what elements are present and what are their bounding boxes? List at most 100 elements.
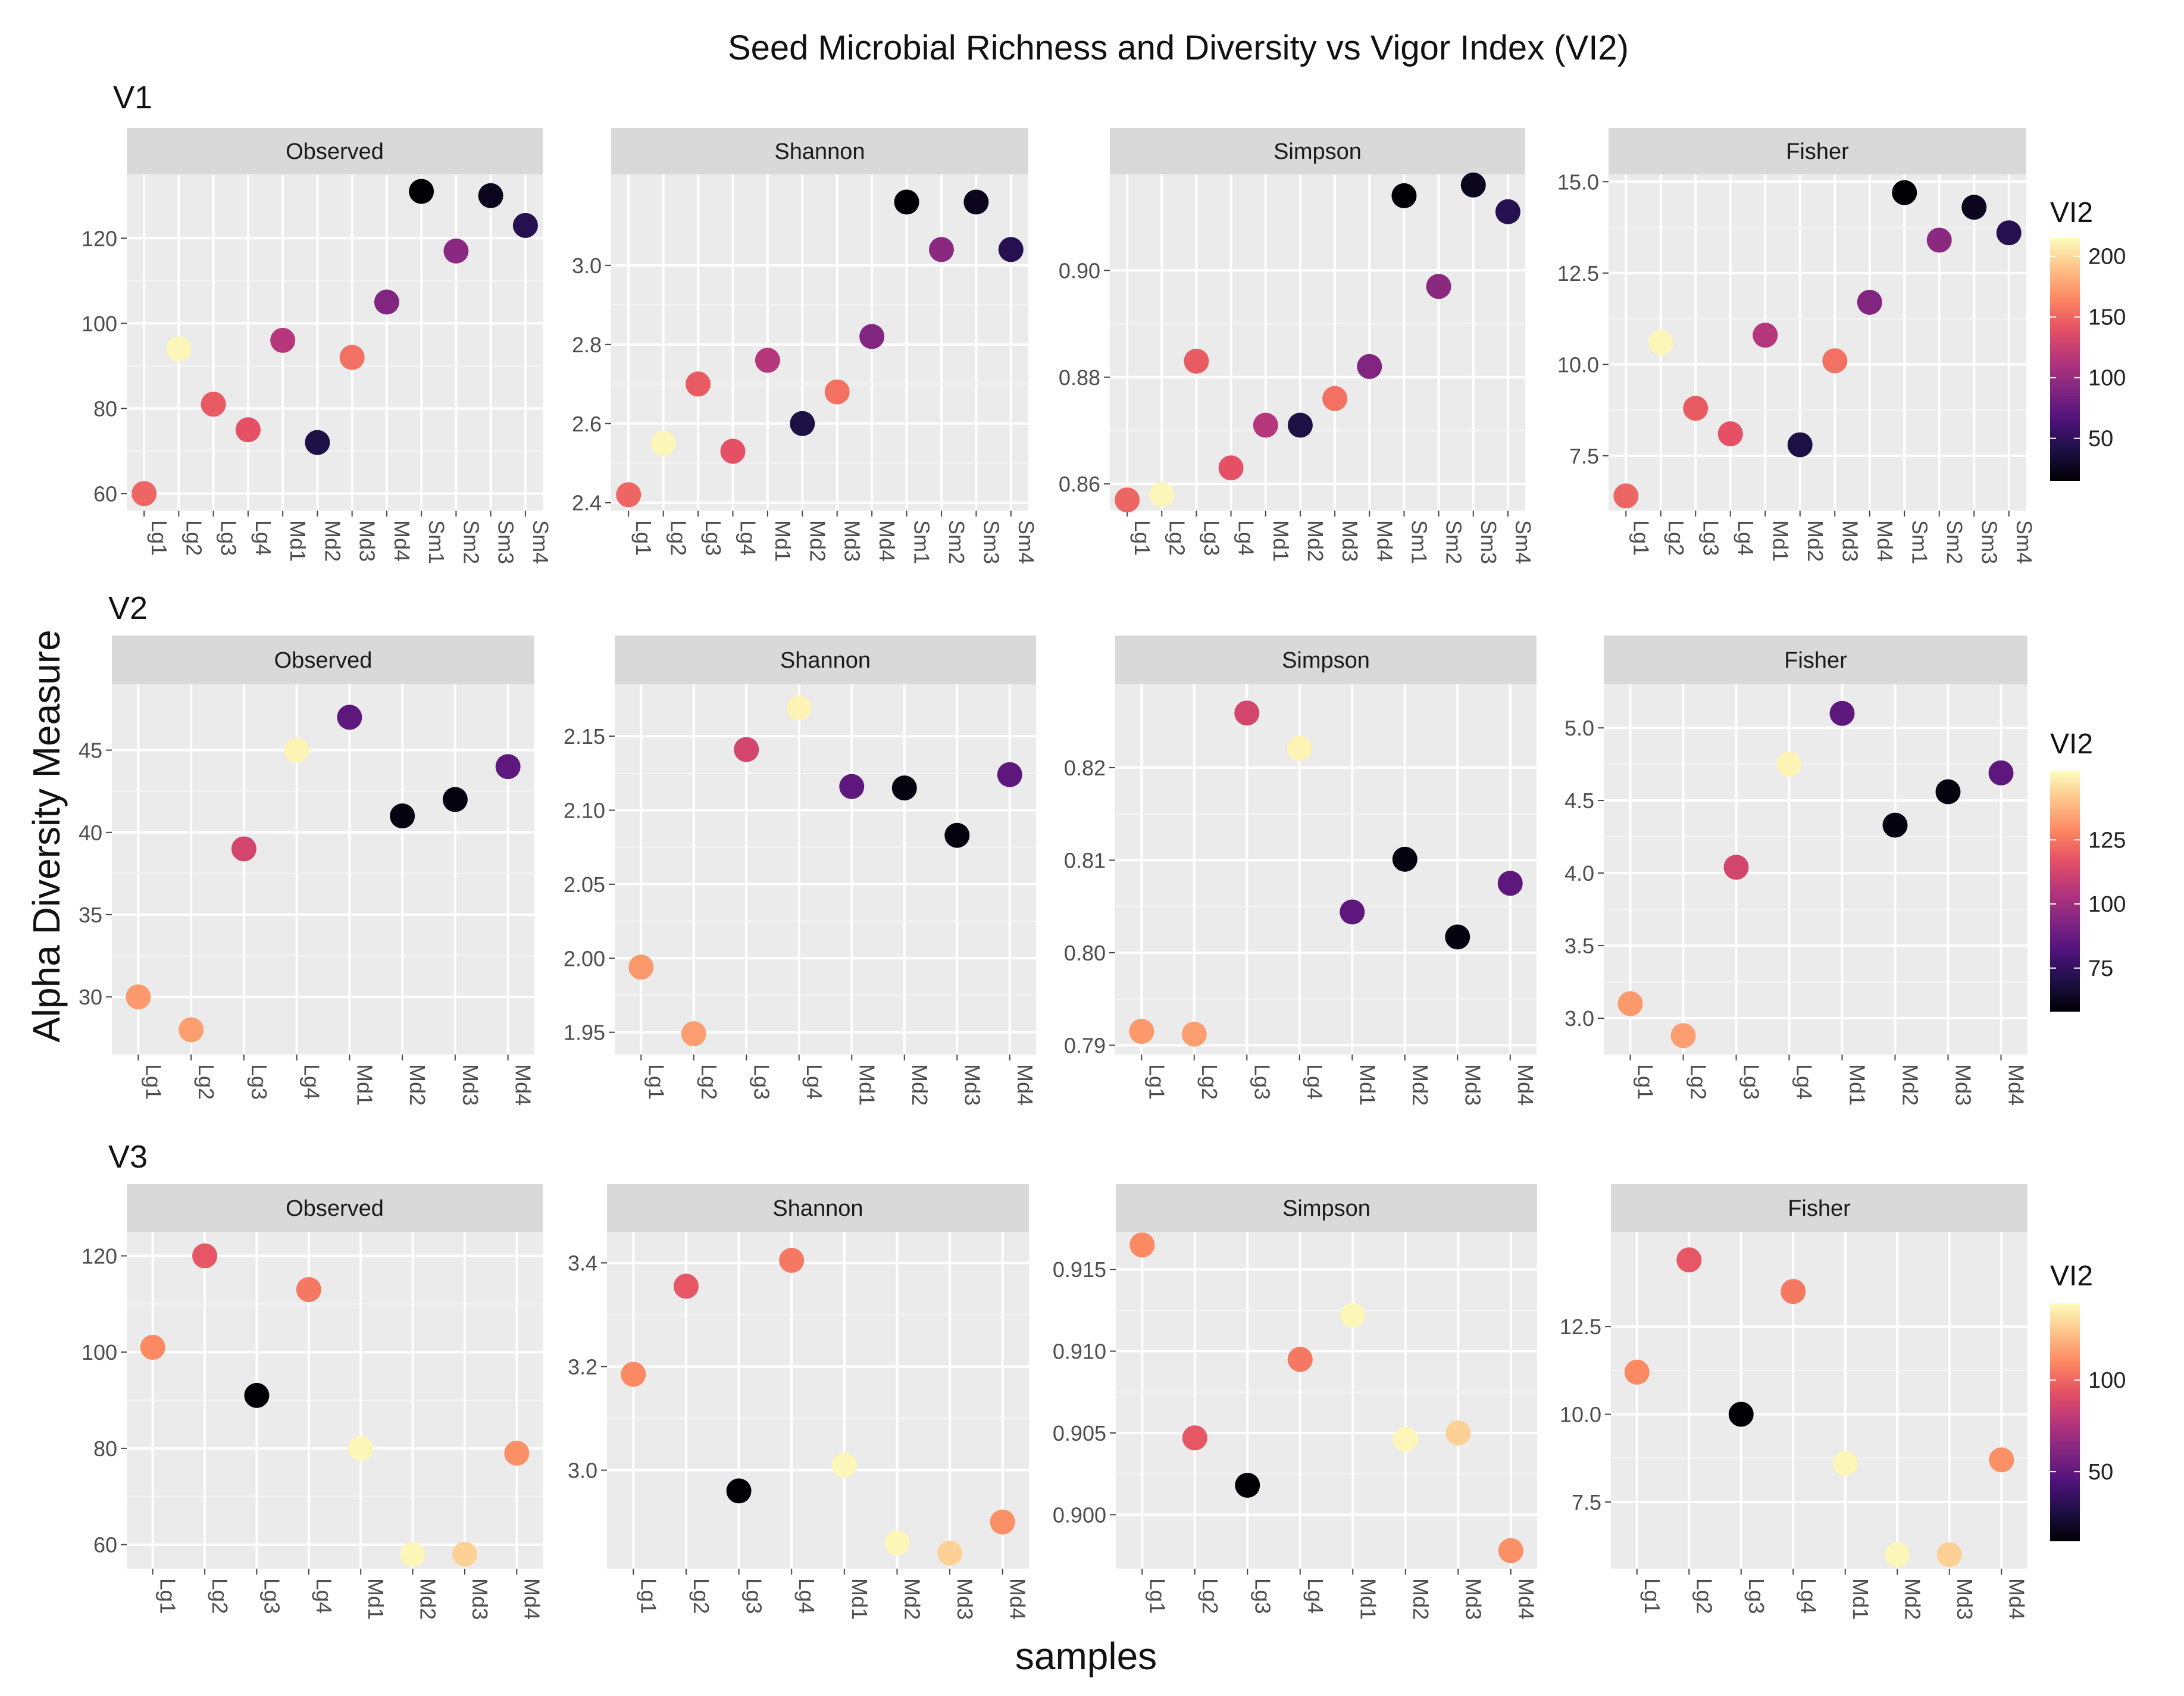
data-point-lg1	[140, 1335, 165, 1360]
plot-background	[1611, 1232, 2027, 1569]
facet-strip	[1611, 1184, 2027, 1232]
data-point-md3	[1445, 924, 1470, 950]
data-point-md1	[1829, 700, 1855, 726]
plot-background	[112, 684, 534, 1054]
facet-strip	[611, 128, 1028, 174]
data-point-md2	[1287, 412, 1313, 438]
x-tick-label: Sm1	[910, 520, 934, 564]
x-tick-label: Lg1	[644, 1064, 668, 1100]
facet-strip	[607, 1184, 1029, 1232]
y-tick-label: 7.5	[1569, 444, 1599, 468]
facet-strip	[127, 128, 543, 174]
data-point-lg2	[1676, 1247, 1702, 1273]
data-point-lg2	[166, 336, 192, 362]
x-tick-label: Lg2	[1197, 1064, 1222, 1100]
data-point-lg3	[734, 737, 759, 762]
x-tick-label: Lg2	[697, 1064, 721, 1100]
data-point-md4	[504, 1440, 530, 1466]
y-tick-label: 0.90	[1059, 258, 1100, 283]
data-point-md2	[1787, 432, 1813, 458]
data-point-sm3	[478, 183, 503, 208]
x-tick-label: Lg1	[1640, 1578, 1664, 1614]
data-point-md3	[1445, 1420, 1471, 1445]
x-tick-label: Lg4	[1303, 1064, 1327, 1100]
data-point-md1	[1340, 1303, 1366, 1328]
y-tick-label: 0.900	[1053, 1503, 1106, 1527]
x-tick-label: Lg3	[1698, 520, 1723, 556]
x-tick-label: Md2	[405, 1064, 430, 1106]
data-point-md1	[831, 1452, 857, 1478]
data-point-lg1	[1129, 1232, 1155, 1257]
y-tick-label: 2.8	[572, 333, 602, 357]
legend-colorbar	[2050, 771, 2080, 1012]
data-point-sm2	[1426, 274, 1451, 299]
row-label-v1: V1	[113, 80, 152, 115]
x-tick-label: Lg4	[1796, 1578, 1820, 1614]
data-point-md4	[1857, 289, 1882, 315]
x-tick-label: Sm3	[979, 520, 1003, 564]
data-point-md3	[452, 1541, 477, 1567]
panel-v2-fisher: Fisher 3.0 3.5 4.0 4.5 5.0 Lg1 Lg2 Lg3 Lg4 Md1 Md2 M…	[1565, 636, 2029, 1106]
data-point-sm1	[409, 179, 434, 204]
legend-v2: VI2 75 100 125	[2050, 728, 2126, 1012]
data-point-md4	[374, 289, 399, 315]
panel-v3-observed: Observed 60 80 100 120 Lg1 Lg2 Lg3 Lg4 Md1 Md2 Md3 M…	[82, 1184, 544, 1620]
data-point-lg1	[1129, 1019, 1154, 1044]
panel-v3-fisher: Fisher 7.5 10.0 12.5 Lg1 Lg2 Lg3 Lg4 Md1 Md2 Md3 Md…	[1560, 1184, 2029, 1620]
facet-strip-label: Simpson	[1274, 139, 1362, 164]
panel-v1-fisher: Fisher 7.5 10.0 12.5 15.0 Lg1 Lg2 Lg3 Lg4 Md1 Md2 M…	[1557, 128, 2036, 564]
data-point-md4	[1498, 1538, 1523, 1563]
data-point-lg3	[231, 836, 256, 862]
data-point-lg4	[779, 1247, 805, 1273]
facet-strip-label: Observed	[274, 648, 373, 673]
data-point-md1	[1832, 1451, 1858, 1476]
legend-tick-label: 125	[2088, 828, 2126, 853]
data-point-lg4	[1776, 752, 1802, 777]
data-point-md1	[755, 348, 780, 373]
x-tick-label: Md4	[2004, 1064, 2029, 1106]
x-tick-label: Md3	[1460, 1064, 1485, 1106]
data-point-lg3	[1184, 348, 1209, 374]
data-point-lg1	[1115, 487, 1140, 513]
x-tick-label: Md1	[1768, 520, 1792, 562]
chart-title: Seed Microbial Richness and Diversity vs…	[728, 29, 1629, 67]
x-tick-label: Md1	[855, 1064, 879, 1106]
y-tick-label: 7.5	[1572, 1490, 1601, 1514]
data-point-lg4	[296, 1277, 321, 1303]
x-tick-label: Lg2	[1165, 520, 1189, 556]
data-point-md2	[390, 803, 415, 829]
x-tick-label: Lg3	[1744, 1578, 1769, 1614]
data-point-lg4	[1287, 1347, 1313, 1372]
data-point-md2	[1882, 812, 1908, 838]
plot-background	[1110, 174, 1525, 511]
y-tick-label: 0.910	[1053, 1340, 1106, 1364]
x-tick-label: Md4	[520, 1578, 544, 1620]
x-tick-label: Lg4	[251, 520, 276, 556]
data-point-md4	[1989, 1447, 2014, 1473]
data-point-sm1	[1892, 180, 1917, 205]
data-point-md3	[944, 822, 970, 848]
y-tick-label: 12.5	[1557, 261, 1599, 286]
data-point-lg2	[1670, 1023, 1696, 1049]
x-tick-label: Lg1	[141, 1064, 165, 1100]
y-tick-label: 0.79	[1064, 1033, 1106, 1057]
y-tick-label: 35	[79, 903, 102, 927]
legend-tick-label: 150	[2088, 305, 2126, 330]
plot-background	[1115, 684, 1537, 1054]
data-point-lg3	[686, 371, 711, 397]
legend-tick-label: 100	[2088, 1368, 2126, 1393]
x-tick-label: Md4	[1514, 1578, 1538, 1620]
y-tick-label: 10.0	[1560, 1403, 1601, 1427]
y-tick-label: 15.0	[1557, 170, 1599, 194]
x-tick-label: Sm2	[1942, 520, 1967, 564]
legend-tick-label: 50	[2088, 1460, 2113, 1485]
y-tick-label: 2.05	[564, 872, 605, 897]
x-tick-label: Sm4	[528, 520, 553, 564]
data-point-lg4	[1717, 421, 1743, 447]
x-tick-label: Lg1	[156, 1578, 180, 1614]
data-point-md2	[305, 430, 330, 455]
x-tick-label: Md2	[805, 520, 830, 562]
data-point-lg3	[726, 1478, 752, 1504]
x-tick-label: Md3	[1953, 1578, 1977, 1620]
